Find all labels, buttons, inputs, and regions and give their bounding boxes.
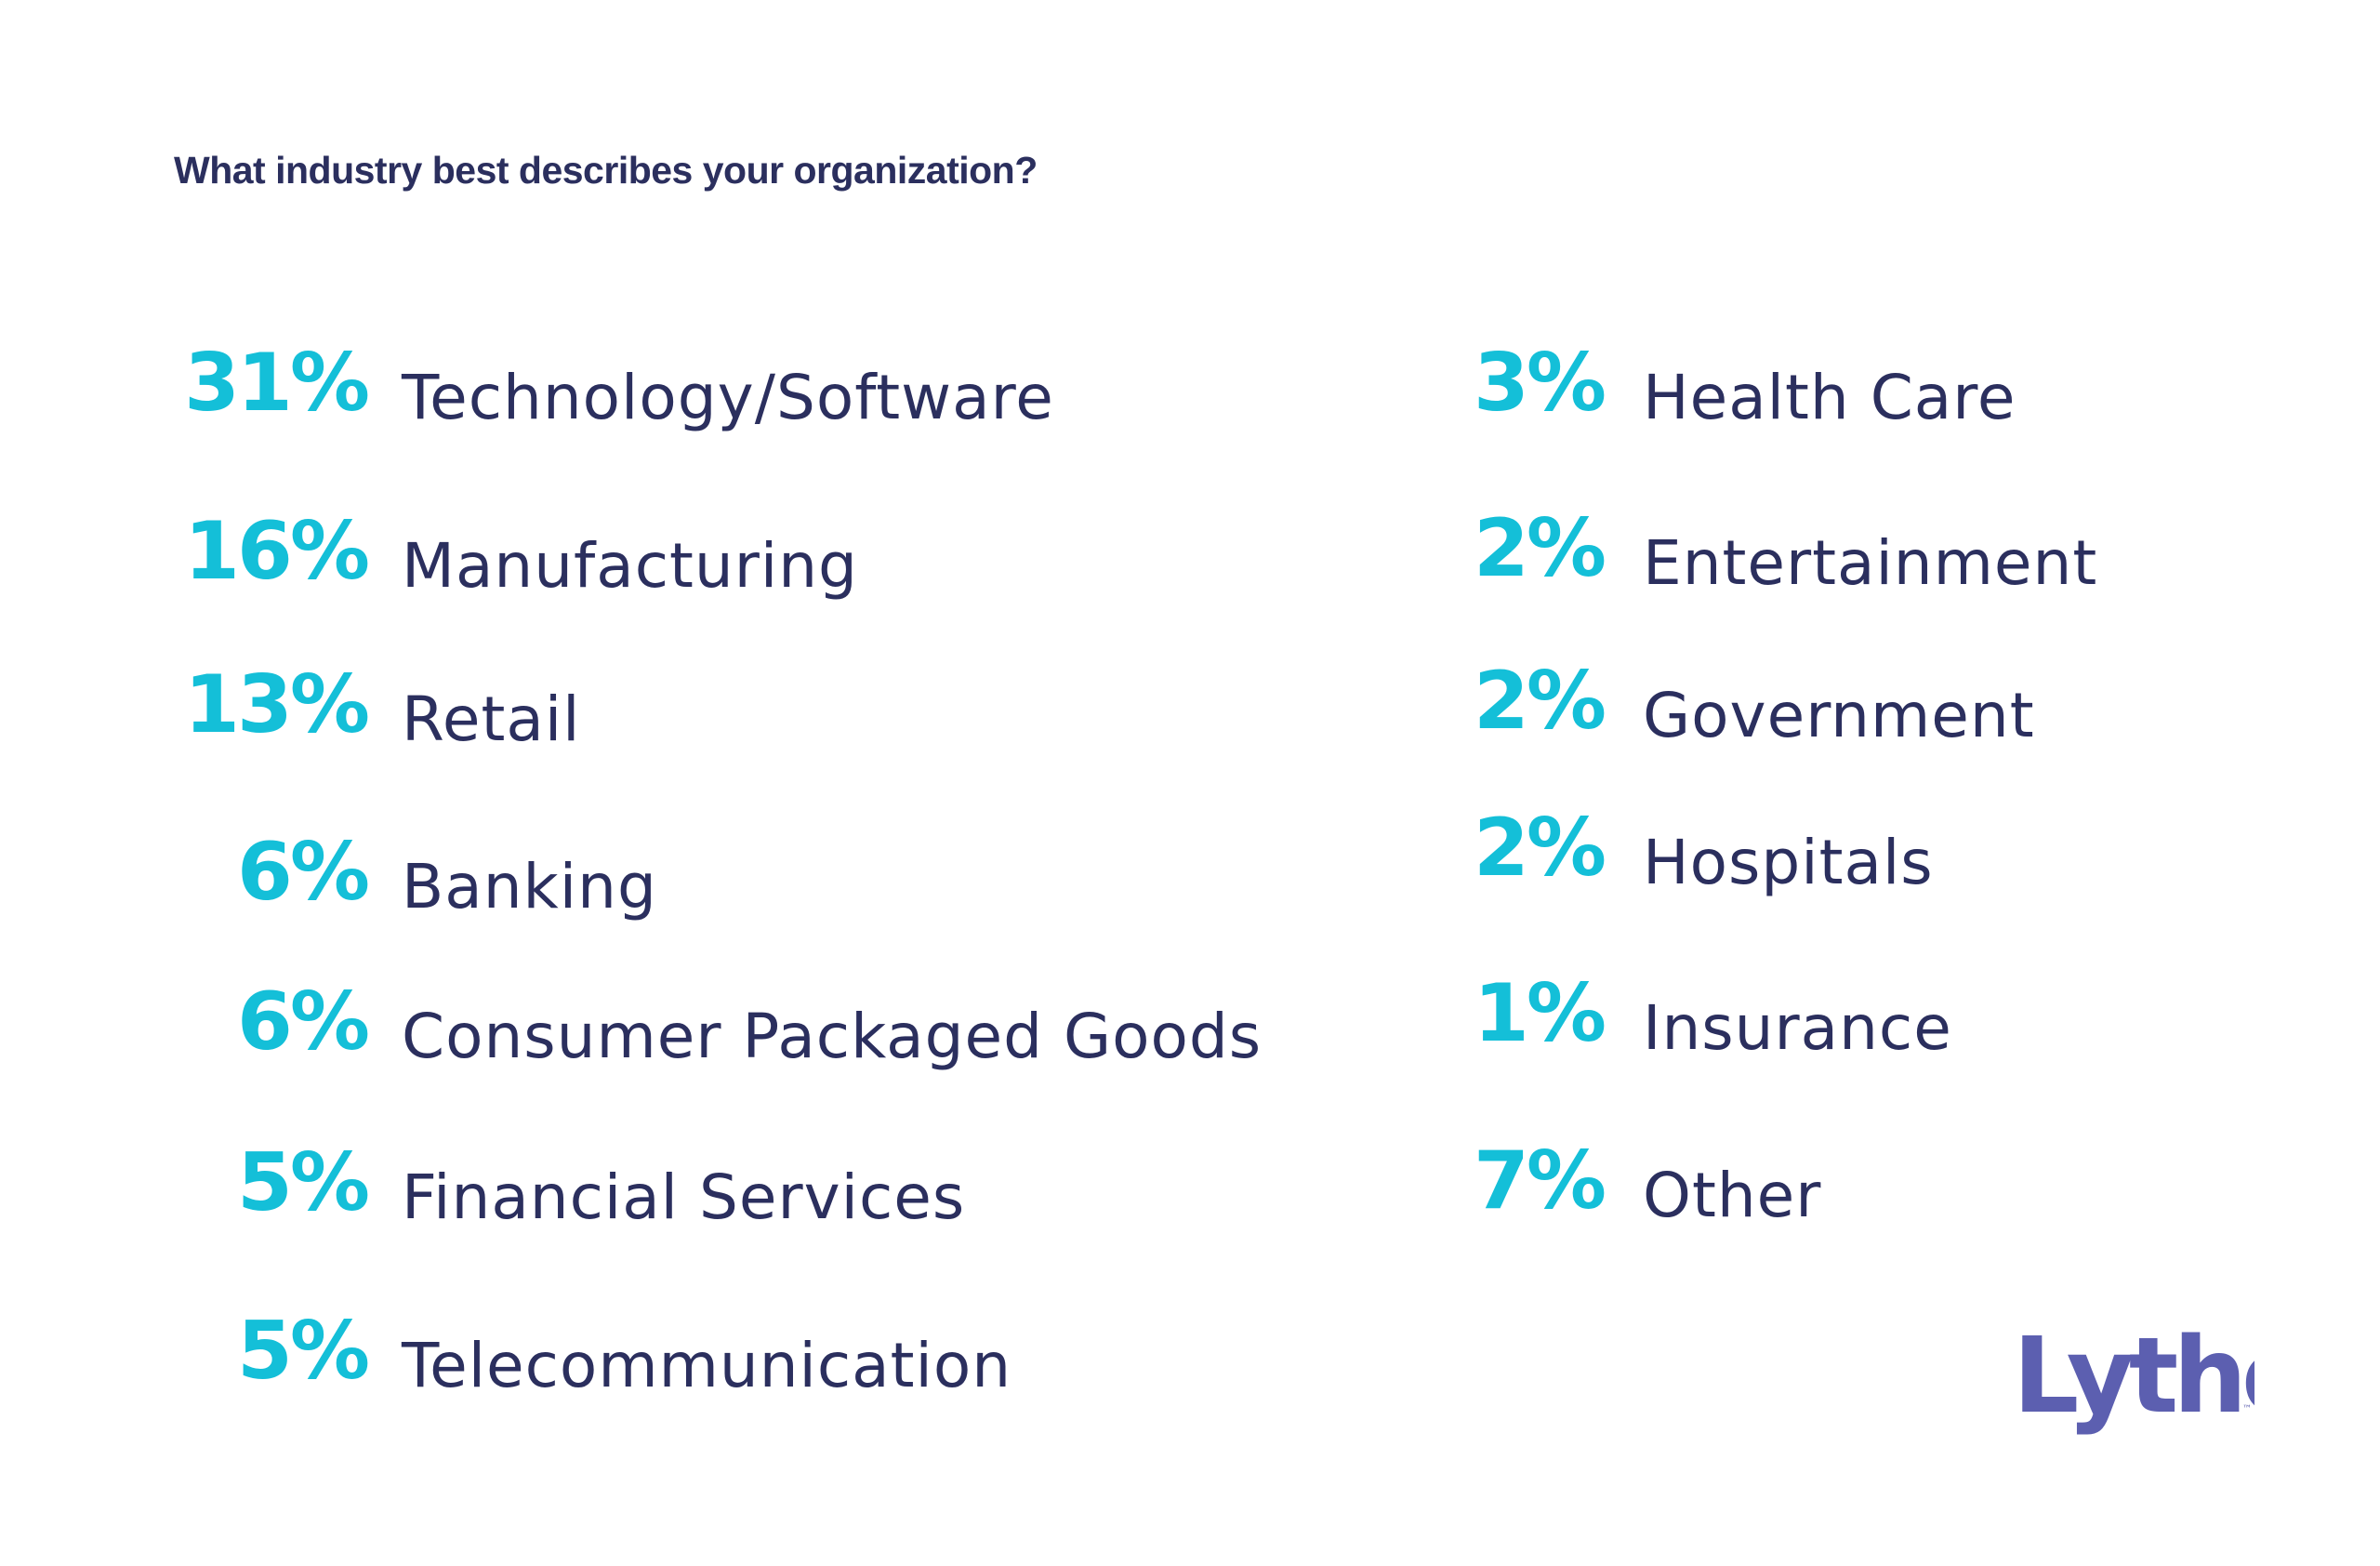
industry-percent: 6% [236, 975, 370, 1068]
logo-text: Lytho [2013, 1316, 2254, 1437]
industry-label: Health Care [1643, 362, 2016, 433]
industry-label: Other [1643, 1160, 1822, 1231]
industry-percent: 2% [1473, 802, 1606, 895]
industry-percent: 5% [236, 1136, 370, 1229]
industry-label: Consumer Packaged Goods [402, 1001, 1263, 1072]
industry-row: 1% Insurance [0, 967, 2380, 1064]
industry-percent: 16% [184, 505, 370, 598]
industry-row: 31% Technology/Software [0, 337, 2380, 433]
industry-label: Government [1643, 680, 2035, 751]
industry-row: 2% Government [0, 655, 2380, 751]
industry-row: 5% Financial Services [0, 1136, 2380, 1233]
industry-row: 13% Retail [0, 658, 2380, 755]
industry-percent: 13% [184, 658, 370, 751]
industry-label: Hospitals [1643, 827, 1934, 898]
industry-percent: 2% [1473, 502, 1606, 595]
industry-row: 3% Health Care [0, 337, 2380, 433]
logo-trademark: ™ [2242, 1404, 2252, 1414]
industry-label: Banking [402, 851, 657, 922]
industry-percent: 2% [1473, 655, 1606, 748]
industry-row: 5% Telecommunication [0, 1305, 2380, 1401]
industry-row: 2% Entertainment [0, 502, 2380, 599]
industry-row: 16% Manufacturing [0, 505, 2380, 602]
industry-percent: 31% [184, 337, 370, 430]
lytho-logo: Lytho ™ [2013, 1316, 2254, 1437]
industry-label: Manufacturing [402, 530, 858, 602]
industry-label: Financial Services [402, 1161, 966, 1233]
industry-percent: 1% [1473, 967, 1606, 1060]
industry-label: Retail [402, 683, 581, 755]
chart-title: What industry best describes your organi… [174, 149, 1038, 192]
industry-row: 6% Banking [0, 826, 2380, 922]
industry-label: Insurance [1643, 992, 1952, 1064]
industry-label: Telecommunication [402, 1330, 1012, 1401]
industry-label: Technology/Software [402, 362, 1054, 433]
industry-row: 2% Hospitals [0, 802, 2380, 898]
industry-percent: 6% [236, 826, 370, 919]
industry-row: 7% Other [0, 1135, 2380, 1231]
industry-percent: 3% [1473, 337, 1606, 430]
industry-row: 6% Consumer Packaged Goods [0, 975, 2380, 1072]
industry-percent: 5% [236, 1305, 370, 1398]
industry-percent: 7% [1473, 1135, 1606, 1228]
industry-label: Entertainment [1643, 527, 2098, 599]
